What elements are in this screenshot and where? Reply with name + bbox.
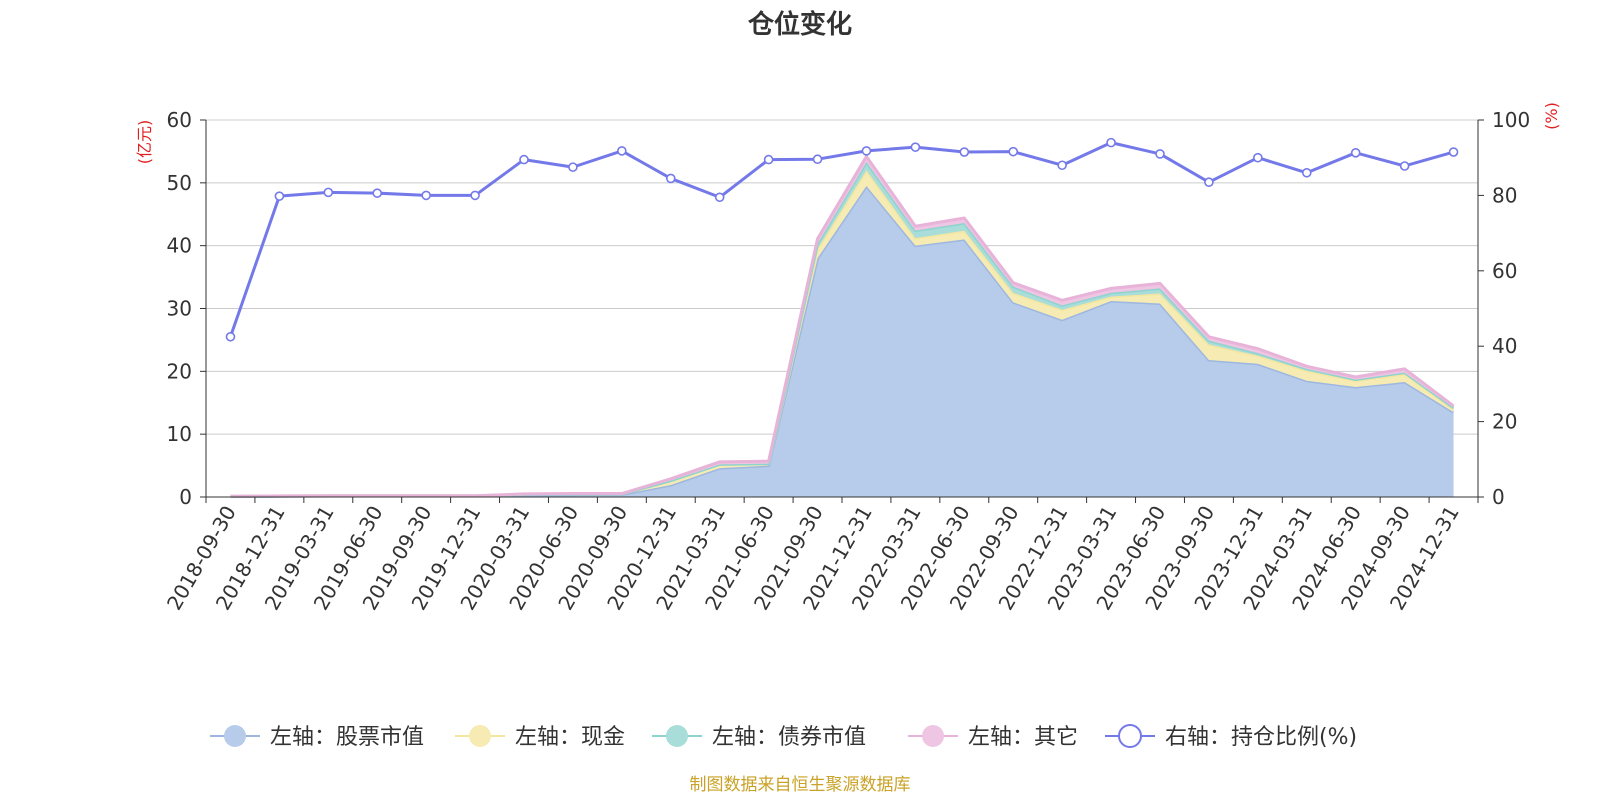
ratio-point: [861, 146, 872, 156]
ratio-point: [1057, 160, 1067, 171]
ratio-point: [910, 142, 921, 152]
legend-label: 左轴：其它: [968, 725, 1078, 750]
left-axis-unit: (亿元): [135, 120, 154, 165]
ratio-point: [714, 192, 725, 203]
left-tick-label: 10: [167, 422, 192, 446]
ratio-point: [1350, 147, 1361, 158]
left-tick-label: 60: [167, 108, 192, 132]
ratio-line: [225, 137, 1459, 342]
ratio-point: [470, 190, 480, 201]
legend-marker: [224, 725, 246, 747]
legend-marker: [666, 725, 688, 747]
legend-label: 左轴：现金: [515, 725, 625, 750]
ratio-point: [763, 154, 774, 165]
ratio-point: [1448, 147, 1459, 157]
legend-label: 左轴：股票市值: [270, 725, 424, 750]
right-tick-label: 60: [1492, 259, 1517, 283]
ratio-point: [1106, 137, 1116, 148]
right-axis-unit: (%): [1542, 102, 1561, 130]
ratio-point: [1399, 161, 1410, 171]
left-tick-label: 0: [179, 485, 192, 509]
ratio-point: [1253, 152, 1263, 163]
ratio-point: [959, 147, 970, 157]
ratio-point: [225, 331, 236, 342]
ratio-point: [274, 191, 285, 201]
legend-label: 左轴：债券市值: [712, 725, 866, 750]
ratio-point: [1204, 177, 1214, 188]
ratio-point: [665, 173, 676, 184]
left-tick-label: 20: [167, 359, 192, 383]
legend: 左轴：股票市值 左轴：现金 左轴：债券市值 左轴：其它 右轴：持仓比例(%): [210, 724, 1357, 750]
ratio-point: [372, 188, 383, 198]
ratio-point: [519, 154, 529, 165]
ratio-point: [421, 190, 431, 201]
ratio-point: [323, 187, 334, 198]
left-tick-label: 30: [167, 297, 192, 321]
right-tick-label: 100: [1492, 108, 1530, 132]
source-note: 制图数据来自恒生聚源数据库: [690, 775, 911, 795]
legend-label: 右轴：持仓比例(%): [1165, 725, 1357, 750]
right-tick-label: 40: [1492, 334, 1517, 358]
ratio-point: [568, 162, 578, 172]
left-tick-label: 40: [167, 234, 192, 258]
ratio-point: [617, 146, 627, 156]
ratio-line-path: [229, 141, 1454, 338]
legend-marker: [469, 725, 491, 747]
area-layers: [230, 154, 1455, 499]
left-tick-label: 50: [167, 171, 192, 195]
chart-title: 仓位变化: [747, 9, 852, 40]
area-edge-左轴：其它: [230, 154, 1455, 498]
ratio-point: [1008, 146, 1019, 157]
ratio-point: [1301, 167, 1312, 178]
right-tick-label: 80: [1492, 183, 1517, 207]
ratio-point: [1155, 149, 1165, 159]
legend-marker-hollow: [1118, 724, 1142, 748]
ratio-point: [812, 154, 823, 165]
right-tick-label: 0: [1492, 485, 1505, 509]
area-左轴：股票市值: [230, 185, 1454, 497]
legend-marker: [922, 725, 944, 747]
right-tick-label: 20: [1492, 410, 1517, 434]
